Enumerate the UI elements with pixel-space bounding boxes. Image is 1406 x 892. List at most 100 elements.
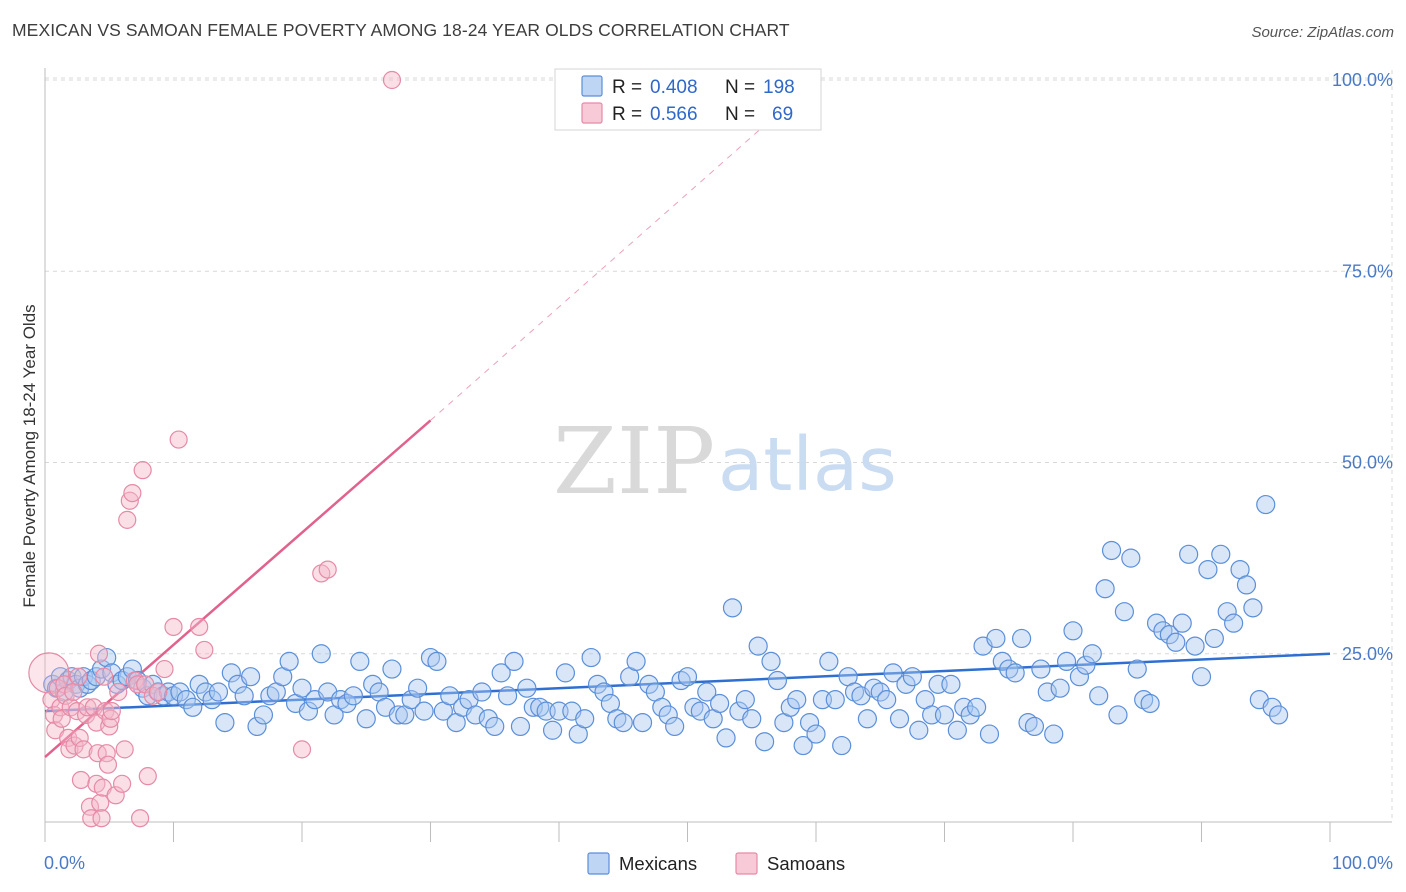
mexicans-point	[857, 709, 878, 729]
mexicans-point	[825, 690, 845, 710]
mexicans-point	[1185, 636, 1205, 656]
mexicans-point	[716, 728, 736, 748]
mexicans-point	[472, 682, 492, 702]
mexicans-point	[170, 682, 190, 702]
watermark-atlas: atlas	[718, 422, 897, 508]
y-tick-label: 50.0%	[1342, 453, 1393, 473]
samoans-point	[92, 809, 111, 828]
mexicans-point	[575, 709, 595, 729]
bottom-legend-samoans: Samoans	[767, 853, 845, 874]
bottom-legend-mexicans: Mexicans	[619, 853, 697, 874]
mexicans-point	[767, 670, 788, 691]
mexicans-point	[234, 686, 254, 706]
mexicans-point	[491, 663, 511, 683]
samoans-point	[164, 617, 183, 637]
mexicans-point	[1159, 625, 1179, 645]
mexicans-point	[1063, 621, 1083, 641]
mexicans-point	[710, 693, 730, 714]
mexicans-point	[1204, 628, 1224, 649]
mexicans-point	[967, 697, 987, 717]
y-tick-label: 75.0%	[1342, 261, 1393, 281]
mexicans-point	[697, 682, 717, 702]
trend-line-samoans-extension	[430, 79, 817, 421]
samoans-point	[123, 484, 142, 503]
trend-line-samoans	[44, 419, 432, 758]
mexicans-point	[1044, 724, 1064, 744]
mexicans-point	[665, 716, 685, 737]
mexicans-point	[1243, 598, 1263, 618]
mexicans-point	[1127, 659, 1147, 679]
mexicans-point	[877, 690, 897, 710]
mexicans-point	[1056, 651, 1077, 672]
mexicans-point	[208, 682, 229, 702]
mexicans-point	[465, 705, 486, 725]
legend-n-label-mexicans: N =	[725, 77, 755, 98]
mexicans-point	[542, 720, 563, 740]
samoans-point	[28, 652, 70, 694]
mexicans-point	[1101, 540, 1122, 561]
mexicans-point	[754, 732, 775, 752]
samoans-point	[97, 744, 116, 763]
samoans-point	[138, 767, 157, 786]
mexicans-point	[292, 678, 312, 698]
mexicans-point	[337, 693, 357, 714]
y-tick-label: 25.0%	[1342, 644, 1393, 664]
mexicans-point	[1224, 613, 1244, 633]
mexicans-point	[158, 682, 178, 702]
mexicans-point	[1114, 602, 1135, 622]
samoans-point	[98, 755, 118, 774]
mexicans-point	[1050, 678, 1070, 698]
x-tick-label: 100.0%	[1332, 853, 1393, 873]
mexicans-point	[253, 705, 274, 725]
mexicans-point	[363, 674, 383, 694]
samoans-point	[71, 770, 91, 790]
mexicans-point	[581, 647, 601, 668]
mexicans-point	[934, 705, 955, 725]
trend-layer	[44, 79, 1331, 758]
samoans-point	[77, 705, 96, 725]
samoans-point	[80, 797, 100, 816]
mexicans-point	[883, 663, 903, 683]
mexicans-point	[909, 720, 929, 740]
mexicans-point	[1095, 579, 1115, 599]
mexicans-point	[780, 697, 800, 717]
mexicans-point	[1031, 659, 1051, 679]
samoans-point	[112, 774, 132, 793]
mexicans-point	[1037, 682, 1057, 702]
samoans-point	[155, 659, 174, 679]
legend: R = 0.408 N = 198 R = 0.566 N = 69	[554, 68, 822, 131]
mexicans-point	[1198, 559, 1218, 580]
mexicans-point	[555, 663, 576, 683]
mexicans-point	[221, 663, 241, 683]
samoans-point	[118, 510, 137, 529]
mexicans-point	[215, 712, 235, 733]
samoans-point	[84, 698, 103, 717]
mexicans-point	[478, 709, 498, 729]
mexicans-point	[485, 716, 505, 737]
mexicans-point	[587, 674, 608, 694]
mexicans-point	[427, 651, 447, 672]
legend-r-label-mexicans: R =	[612, 77, 642, 98]
samoans-point	[89, 644, 109, 663]
mexicans-point	[517, 678, 537, 698]
mexicans-point	[350, 651, 370, 672]
mexicans-point	[1076, 655, 1096, 675]
samoans-point	[95, 667, 114, 686]
mexicans-point	[311, 644, 331, 664]
mexicans-point	[992, 651, 1012, 672]
legend-swatch-mexicans	[581, 75, 603, 97]
mexicans-point	[241, 667, 261, 687]
samoans-point	[102, 702, 121, 721]
mexicans-point	[658, 705, 678, 725]
mexicans-point	[1179, 544, 1199, 564]
legend-n-value-samoans: 69	[772, 104, 793, 125]
mexicans-point	[1211, 544, 1231, 564]
mexicans-point	[202, 690, 222, 710]
samoans-point	[169, 430, 188, 449]
mexicans-point	[1005, 663, 1025, 683]
axis-layer	[44, 68, 1392, 842]
mexicans-point	[401, 690, 421, 710]
mexicans-point	[889, 709, 910, 729]
legend-r-value-samoans: 0.566	[650, 104, 698, 125]
mexicans-point	[1236, 575, 1257, 595]
